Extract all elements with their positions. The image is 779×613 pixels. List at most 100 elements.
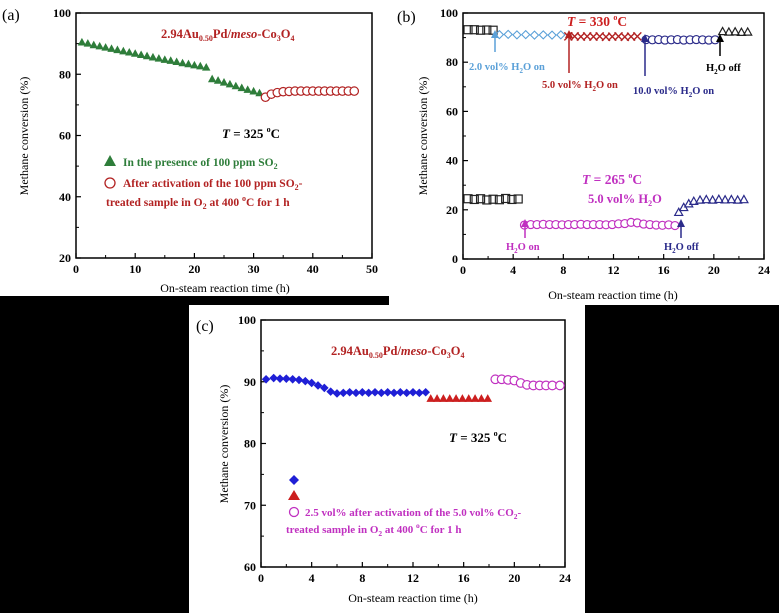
panel-0-series-0-point xyxy=(148,52,158,61)
panel-2-series-0-point xyxy=(358,387,367,397)
panel-2-series-1-point xyxy=(470,394,480,402)
panel-b-vol-265: 5.0 vol% H2O xyxy=(588,192,662,208)
panel-2-series-0-point xyxy=(370,387,380,397)
panel-0-series-0-point xyxy=(136,50,146,59)
panel-1-series-4-point xyxy=(730,26,741,36)
panel-0-series-0-point xyxy=(231,81,241,90)
panel-2-series-0-point xyxy=(351,388,361,398)
panel-0-series-0-point xyxy=(83,39,93,47)
panel-2-series-0-point xyxy=(282,374,291,383)
panel-2-series-2-point xyxy=(555,380,565,391)
panel-0-series-0-point xyxy=(125,48,134,56)
panel-1-xtick-label: 4 xyxy=(510,263,516,277)
panel-2-series-1-point xyxy=(426,394,436,402)
panel-c-legend-line1: 2.5 vol% after activation of the 5.0 vol… xyxy=(305,507,522,521)
panel-1-series-1-point xyxy=(520,29,531,40)
panel-2-series-0-point xyxy=(402,388,411,398)
panel-b-note-5vol: 5.0 vol% H2O on xyxy=(542,80,618,93)
panel-1-series-7-point xyxy=(738,194,749,204)
panel-2-series-0-point xyxy=(396,387,405,397)
panel-1-series-7-point xyxy=(732,194,743,204)
panel-a-marks xyxy=(77,37,360,103)
panel-1-series-7-point xyxy=(688,195,699,205)
panel-a-xlabel: On-steam reaction time (h) xyxy=(160,281,290,295)
panel-a-legend-so2: In the presence of 100 ppm SO2 xyxy=(123,157,278,171)
panel-1-series-7-point xyxy=(713,193,724,204)
panel-1-series-4-point xyxy=(717,26,728,36)
panel-0-series-0-point xyxy=(113,45,122,54)
panel-1-series-7-point xyxy=(726,194,737,204)
panel-2-series-0-point xyxy=(421,387,430,397)
panel-2-xtick-label: 4 xyxy=(309,571,315,585)
panel-2-ytick-label: 90 xyxy=(244,375,256,389)
panel-0-series-0-point xyxy=(172,57,181,66)
panel-2-series-0-point xyxy=(320,383,329,393)
panel-2-series-0-point xyxy=(339,388,348,398)
panel-c-ylabel: Methane conversion (%) xyxy=(217,385,231,504)
panel-2-series-0-point xyxy=(261,374,271,384)
panel-1-series-2-point xyxy=(632,31,642,41)
panel-2-series-0-point xyxy=(389,388,399,398)
panel-2-series-0-point xyxy=(269,373,278,383)
panel-b-note-h2o-off-lower: H2O off xyxy=(664,242,699,255)
panel-2-xtick-label: 0 xyxy=(258,571,264,585)
panel-1-series-5-point xyxy=(513,194,523,204)
panel-a-label: (a) xyxy=(2,7,20,24)
panel-2-ytick-label: 70 xyxy=(244,498,256,512)
panel-1-ytick-label: 20 xyxy=(446,203,458,217)
panel-2-series-0-point xyxy=(275,374,285,383)
panel-2-series-0-point xyxy=(383,387,392,397)
panel-1-series-1-point xyxy=(512,30,522,40)
panel-2-xtick-label: 20 xyxy=(508,571,520,585)
panel-0-series-0-point xyxy=(119,46,128,55)
panel-1-series-7-point xyxy=(701,194,712,204)
panel-1-ytick-label: 100 xyxy=(440,6,458,20)
panel-0-ytick-label: 100 xyxy=(53,6,71,20)
panel-b-arrowhead-h2o-off-upper xyxy=(716,34,724,42)
panel-c-temperature-note: T = 325 oC xyxy=(449,429,507,445)
panel-a-legend-activation-line1: After activation of the 100 ppm SO2- xyxy=(123,178,303,192)
panel-0-series-0-point xyxy=(207,74,217,83)
panel-0-series-0-point xyxy=(249,86,258,95)
panel-c-legend-diamond xyxy=(289,475,299,485)
panel-1-series-4-point xyxy=(736,26,747,36)
panel-2-ytick-label: 100 xyxy=(238,313,256,327)
panel-b-note-h2o-on-lower: H2O on xyxy=(506,242,540,255)
panel-b-note-2vol: 2.0 vol% H2O on xyxy=(469,62,545,75)
panel-a-legend-triangle xyxy=(104,155,116,166)
panel-2-series-1-point xyxy=(451,394,461,402)
panel-0-series-0-point xyxy=(160,55,169,63)
panel-0-series-0-point xyxy=(225,79,235,88)
panel-b-xlabel: On-steam reaction time (h) xyxy=(548,288,678,302)
panel-a-ylabel: Methane conversion (%) xyxy=(17,77,31,196)
panel-b-arrowhead-5vol xyxy=(565,30,573,38)
panel-1-series-1-point xyxy=(503,29,513,40)
panel-0-series-0-point xyxy=(77,37,87,46)
panel-0-series-0-point xyxy=(101,43,110,51)
panel-0-series-0-point xyxy=(213,76,223,84)
panel-1-series-1-point xyxy=(538,30,549,40)
panel-2-series-1-point xyxy=(458,394,467,402)
panel-0-series-0-point xyxy=(243,85,252,93)
panel-b-arrowhead-h2o-on-lower xyxy=(521,219,529,227)
panel-0-series-0-point xyxy=(219,78,229,86)
panel-0-series-0-point xyxy=(237,83,246,92)
panel-b-label: (b) xyxy=(397,9,416,26)
panel-1-series-5-point xyxy=(469,194,479,205)
panel-1-series-1-point xyxy=(529,30,540,40)
panel-2-series-0-point xyxy=(408,387,418,397)
panel-1-series-7-point xyxy=(707,194,718,204)
panel-2-series-0-point xyxy=(307,378,316,388)
panel-c-label: (c) xyxy=(196,318,214,335)
panel-c-title: 2.94Au0.50Pd/meso-Co3O4 xyxy=(331,344,465,360)
panel-0-ytick-label: 60 xyxy=(59,129,71,143)
panel-a-title: 2.94Au0.50Pd/meso-Co3O4 xyxy=(161,27,295,43)
panel-1-series-5-point xyxy=(463,194,473,204)
panel-b: (b) 0 4 8 12 16 20 24 0 20 40 60 80 100 T = 330 oC 2… xyxy=(397,6,770,302)
panel-2-ytick-label: 60 xyxy=(244,560,256,574)
panel-c-legend-line2: treated sample in O2 at 400 oC for 1 h xyxy=(286,521,461,538)
panel-1-series-0-point xyxy=(475,25,486,35)
panel-1-series-7-point xyxy=(695,194,706,204)
panel-1-series-7-point xyxy=(673,207,684,217)
panel-1-xtick-label: 12 xyxy=(608,263,620,277)
